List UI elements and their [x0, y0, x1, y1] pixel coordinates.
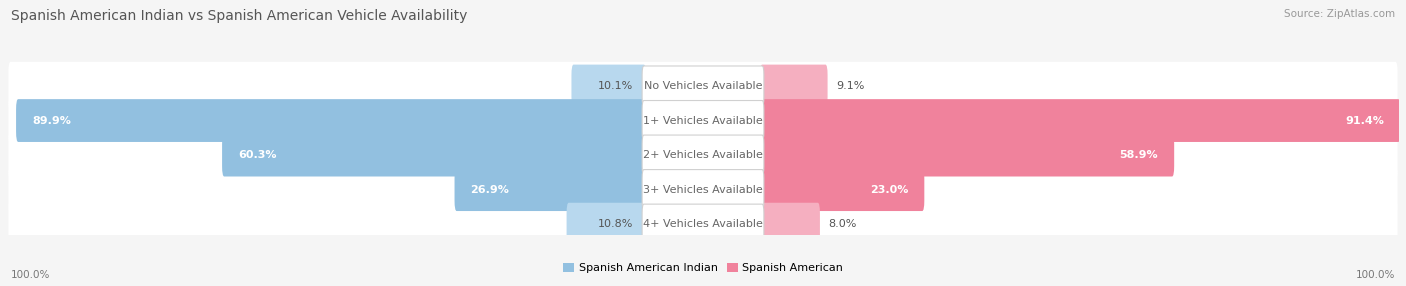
Text: 9.1%: 9.1%	[837, 81, 865, 91]
Text: 2+ Vehicles Available: 2+ Vehicles Available	[643, 150, 763, 160]
FancyBboxPatch shape	[8, 62, 1398, 110]
FancyBboxPatch shape	[15, 99, 645, 142]
FancyBboxPatch shape	[571, 65, 645, 108]
Text: 89.9%: 89.9%	[32, 116, 70, 126]
Text: No Vehicles Available: No Vehicles Available	[644, 81, 762, 91]
FancyBboxPatch shape	[643, 100, 763, 141]
Text: 100.0%: 100.0%	[1355, 270, 1395, 280]
Text: 100.0%: 100.0%	[11, 270, 51, 280]
Text: 3+ Vehicles Available: 3+ Vehicles Available	[643, 185, 763, 195]
FancyBboxPatch shape	[643, 135, 763, 175]
FancyBboxPatch shape	[8, 96, 1398, 145]
FancyBboxPatch shape	[8, 200, 1398, 248]
FancyBboxPatch shape	[8, 165, 1398, 214]
FancyBboxPatch shape	[761, 65, 828, 108]
Text: 60.3%: 60.3%	[238, 150, 277, 160]
FancyBboxPatch shape	[643, 204, 763, 244]
FancyBboxPatch shape	[8, 131, 1398, 179]
FancyBboxPatch shape	[567, 203, 645, 246]
Text: Spanish American Indian vs Spanish American Vehicle Availability: Spanish American Indian vs Spanish Ameri…	[11, 9, 468, 23]
FancyBboxPatch shape	[761, 134, 1174, 176]
FancyBboxPatch shape	[761, 99, 1400, 142]
Text: Source: ZipAtlas.com: Source: ZipAtlas.com	[1284, 9, 1395, 19]
Text: 23.0%: 23.0%	[870, 185, 908, 195]
Text: 58.9%: 58.9%	[1119, 150, 1159, 160]
Text: 8.0%: 8.0%	[828, 219, 856, 229]
FancyBboxPatch shape	[643, 66, 763, 106]
FancyBboxPatch shape	[222, 134, 645, 176]
Text: 10.1%: 10.1%	[598, 81, 633, 91]
FancyBboxPatch shape	[454, 168, 645, 211]
Text: 10.8%: 10.8%	[598, 219, 633, 229]
Legend: Spanish American Indian, Spanish American: Spanish American Indian, Spanish America…	[558, 259, 848, 278]
Text: 1+ Vehicles Available: 1+ Vehicles Available	[643, 116, 763, 126]
Text: 91.4%: 91.4%	[1346, 116, 1385, 126]
Text: 4+ Vehicles Available: 4+ Vehicles Available	[643, 219, 763, 229]
Text: 26.9%: 26.9%	[471, 185, 509, 195]
FancyBboxPatch shape	[761, 203, 820, 246]
FancyBboxPatch shape	[761, 168, 924, 211]
FancyBboxPatch shape	[643, 170, 763, 210]
